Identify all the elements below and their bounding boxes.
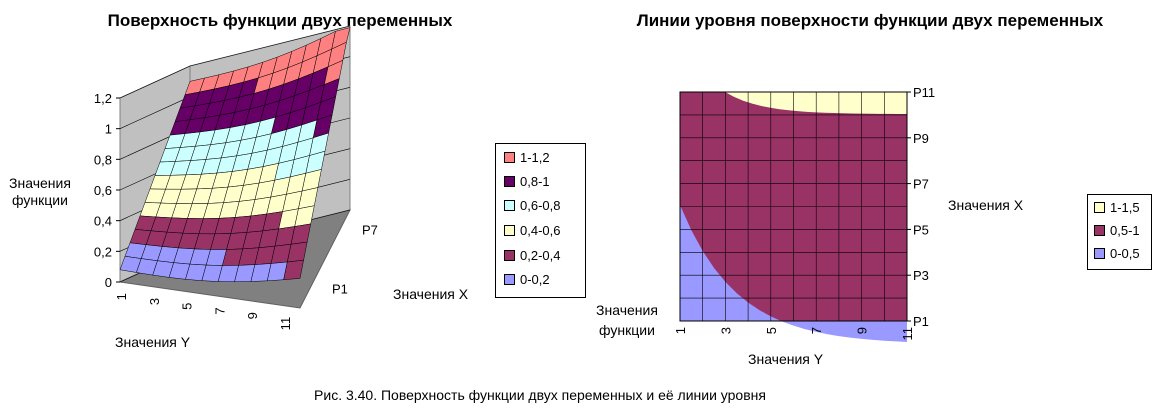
legend-swatch [504,274,515,286]
surface-z-tick-label: 0,4 [94,214,112,229]
surface-y-tick-label: 5 [180,303,195,310]
legend-label: 0-0,2 [520,272,550,287]
legend-label: 1-1,2 [520,150,550,165]
surface-legend-item: 0-0,2 [504,271,550,289]
contour-y-tick-label: P1 [913,314,929,329]
legend-swatch [1094,225,1105,237]
contour-x-tick-label: 5 [764,327,779,334]
legend-label: 0,2-0,4 [520,248,561,263]
legend-swatch [504,152,515,164]
surface-z-tick-label: 0,8 [94,152,112,167]
legend-swatch [1094,202,1105,214]
contour-low-band [680,205,907,342]
legend-swatch [504,225,515,237]
surface-legend-item: 0,6-0,8 [504,197,560,215]
contour-y-tick-label: P5 [913,222,929,237]
legend-swatch [504,176,515,188]
surface-z-axis-label-text: Значения функции [9,175,71,208]
legend-swatch [504,250,515,262]
surface-y-tick-label: 3 [147,298,162,305]
contour-x-tick-label: 11 [900,327,915,341]
surface-x-tick-label: P1 [332,281,348,296]
contour-legend: 1-1,5 0,5-1 0-0,5 [1087,194,1152,270]
contour-legend-item: 1-1,5 [1094,199,1140,217]
surface-y-tick-label: 7 [212,307,227,314]
contour-y-tick-label: P11 [913,85,935,100]
legend-label: 0,6-0,8 [520,198,561,213]
surface-wall-gridline [119,25,351,99]
surface-legend-item: 0,8-1 [504,173,550,191]
contour-chart-title: Линии уровня поверхности функции двух пе… [636,11,1104,30]
surface-z-axis-label: Значения функции [0,175,80,209]
surface-cell [283,259,304,281]
legend-label: 0,5-1 [1110,223,1140,238]
legend-label: 1-1,5 [1110,200,1140,215]
contour-x-tick-label: 1 [673,327,688,334]
surface-y-tick-label: 9 [245,312,260,319]
surface-z-tick-label: 0 [105,275,112,290]
legend-label: 0-0,5 [1110,246,1140,261]
contour-plot-border [679,91,908,322]
contour-x-tick-label: 9 [855,327,870,334]
contour-plot-group [679,91,911,342]
contour-x2-axis-label: Значения X [948,197,1024,213]
legend-label: 0,4-0,6 [520,223,561,238]
contour-legend-item: 0,5-1 [1094,222,1140,240]
surface-legend-item: 1-1,2 [504,149,550,167]
contour-x-tick-label: 7 [809,327,824,334]
surface-y-tick-label: 1 [114,293,129,300]
legend-label: 0,8-1 [520,174,550,189]
contour-y-axis-label: Значения функции [580,300,674,340]
legend-swatch [504,200,515,212]
surface-z-tick-label: 0,6 [94,183,112,198]
surface-z-tick-label: 0,2 [94,244,112,259]
surface-chart-title: Поверхность функции двух переменных [107,11,453,30]
contour-y-axis-label-text: Значения функции [596,302,658,338]
surface-z-tick-label: 1,2 [94,91,112,106]
contour-y-tick-label: P3 [913,268,929,283]
surface-legend: 1-1,2 0,8-1 0,6-0,8 0,4-0,6 0,2-0,4 0-0,… [495,143,586,298]
contour-y-tick-label: P9 [913,131,929,146]
figure-caption: Рис. 3.40. Поверхность функции двух пере… [314,387,766,403]
contour-x-axis-label: Значения Y [748,351,824,367]
surface-y-axis-label: Значения Y [115,334,191,350]
surface-x-axis-label: Значения X [393,286,469,302]
surface-x-tick-label: P7 [362,223,378,238]
surface-y-tick-label: 11 [278,317,293,331]
contour-x-tick-label: 3 [718,327,733,334]
surface-legend-item: 0,2-0,4 [504,247,560,265]
legend-swatch [1094,248,1105,260]
surface-z-tick-label: 1 [105,122,112,137]
surface-legend-item: 0,4-0,6 [504,222,560,240]
contour-legend-item: 0-0,5 [1094,245,1140,263]
contour-y-tick-label: P7 [913,177,929,192]
